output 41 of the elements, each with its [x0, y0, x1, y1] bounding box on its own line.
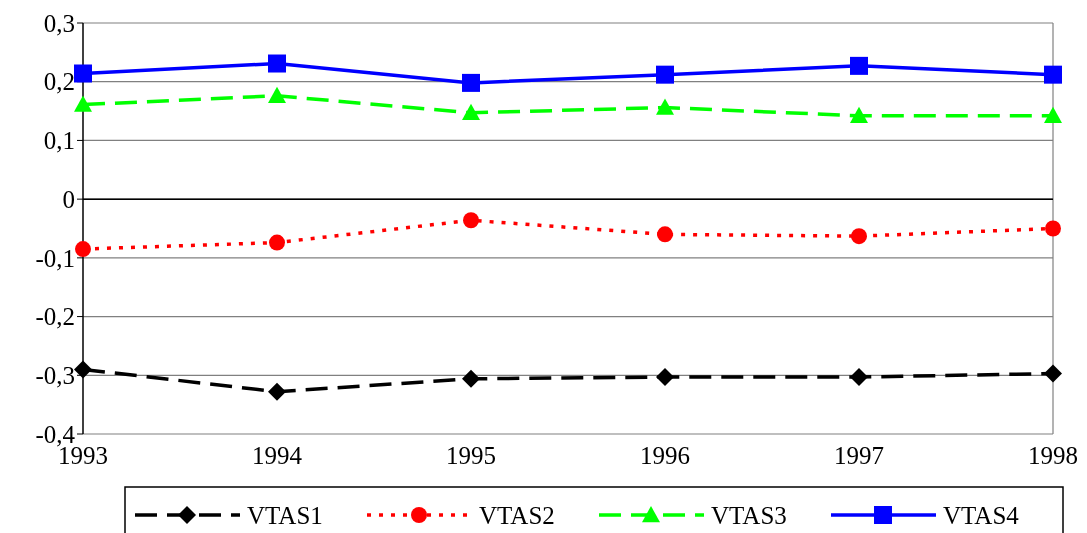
y-tick-label: 0,2 [43, 68, 75, 96]
legend-label: VTAS3 [711, 501, 787, 529]
legend-label: VTAS1 [247, 501, 323, 529]
point [269, 234, 285, 251]
point [268, 86, 286, 104]
point [268, 54, 286, 73]
y-tick-label: -0,1 [35, 244, 75, 272]
y-tick-label: 0 [62, 185, 75, 213]
y-tick-label: 0,1 [43, 127, 75, 155]
legend-label: VTAS2 [479, 501, 555, 529]
point [1044, 364, 1062, 383]
point [268, 382, 286, 401]
point [74, 360, 92, 379]
point [75, 241, 91, 258]
point [850, 106, 868, 123]
x-tick-label: 1997 [834, 442, 884, 469]
y-tick-label: -0,3 [35, 362, 75, 390]
legend-label: VTAS4 [943, 501, 1020, 529]
point [850, 56, 868, 75]
point [462, 73, 480, 92]
point [656, 368, 674, 387]
point [463, 212, 479, 229]
point [656, 65, 674, 84]
point [850, 368, 868, 387]
point [1044, 106, 1062, 123]
point [462, 369, 480, 388]
point [462, 103, 480, 121]
point [656, 98, 674, 115]
y-tick-label: -0,4 [35, 420, 76, 448]
x-tick-label: 1995 [446, 442, 496, 469]
point [851, 228, 867, 245]
point [1044, 65, 1062, 84]
point [74, 95, 92, 112]
x-tick-label: 1996 [640, 442, 690, 469]
x-tick-label: 1994 [252, 442, 303, 469]
y-tick-label: 0,3 [43, 9, 75, 37]
point [1045, 220, 1061, 237]
y-tick-label: -0,2 [35, 303, 75, 331]
point [657, 226, 673, 243]
x-tick-label: 1998 [1028, 442, 1078, 469]
point [74, 64, 92, 83]
